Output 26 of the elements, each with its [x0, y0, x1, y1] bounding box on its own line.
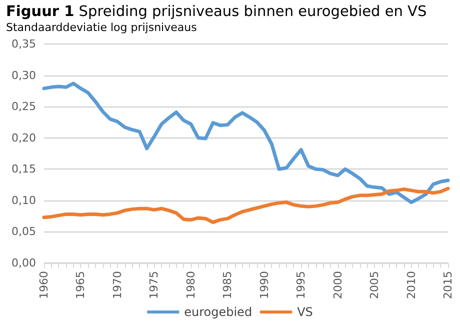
y-tick-label: 0,10 — [12, 194, 36, 207]
x-tick-label: 2000 — [331, 271, 344, 299]
x-tick-label: 1985 — [221, 271, 234, 299]
y-tick-label: 0,20 — [12, 131, 36, 144]
x-tick-label: 2015 — [442, 271, 454, 299]
x-tick-label: 1970 — [110, 271, 124, 299]
x-tick-label: 1980 — [184, 271, 198, 299]
y-tick-label: 0,35 — [12, 38, 36, 50]
legend-label: eurogebied — [184, 305, 252, 319]
x-tick-label: 1995 — [294, 271, 308, 299]
x-tick-label: 2010 — [404, 271, 418, 299]
line-series — [42, 186, 450, 224]
x-tick-label: 1975 — [148, 271, 161, 299]
y-axis-title: Standaarddeviatie log prijsniveaus — [6, 21, 198, 34]
y-tick-label: 0,00 — [12, 256, 36, 270]
y-tick-label: 0,05 — [12, 225, 36, 238]
y-tick-label: 0,30 — [12, 68, 36, 82]
chart-title: Figuur 1 Spreiding prijsniveaus binnen eurogebied en VS — [6, 4, 428, 20]
y-tick-label: 0,25 — [12, 100, 36, 114]
line-series — [42, 82, 450, 204]
y-tick-label: 0,15 — [12, 162, 36, 176]
x-tick-label: 2005 — [368, 271, 382, 299]
legend-label: VS — [297, 305, 313, 319]
x-tick-label: 1960 — [38, 271, 50, 299]
x-tick-label: 1990 — [258, 271, 271, 299]
x-tick-label: 1965 — [74, 271, 88, 299]
